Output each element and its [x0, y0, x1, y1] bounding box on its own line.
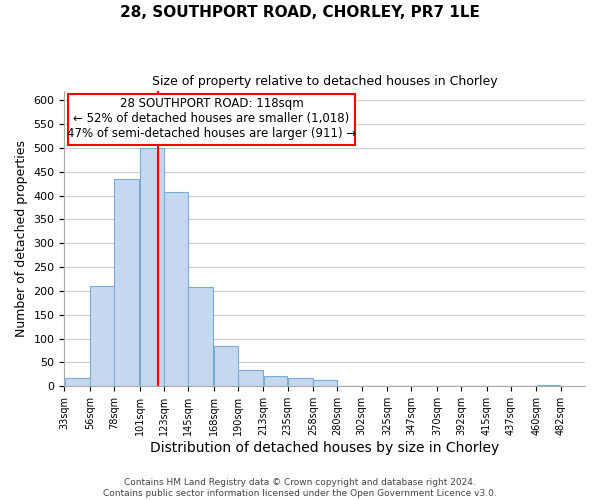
Bar: [68, 94, 355, 146]
Bar: [164, 192, 188, 386]
Text: 28 SOUTHPORT ROAD: 118sqm
← 52% of detached houses are smaller (1,018)
47% of se: 28 SOUTHPORT ROAD: 118sqm ← 52% of detac…: [67, 97, 356, 140]
Bar: [90, 286, 114, 386]
Bar: [65, 378, 89, 386]
Bar: [238, 370, 263, 386]
Text: 28, SOUTHPORT ROAD, CHORLEY, PR7 1LE: 28, SOUTHPORT ROAD, CHORLEY, PR7 1LE: [120, 5, 480, 20]
Title: Size of property relative to detached houses in Chorley: Size of property relative to detached ho…: [152, 75, 497, 88]
Bar: [288, 378, 313, 386]
Bar: [115, 179, 139, 386]
Text: Contains HM Land Registry data © Crown copyright and database right 2024.
Contai: Contains HM Land Registry data © Crown c…: [103, 478, 497, 498]
Y-axis label: Number of detached properties: Number of detached properties: [15, 140, 28, 337]
X-axis label: Distribution of detached houses by size in Chorley: Distribution of detached houses by size …: [150, 441, 499, 455]
Bar: [214, 346, 238, 387]
Bar: [188, 286, 214, 386]
Bar: [140, 148, 164, 386]
Bar: [313, 380, 337, 386]
Bar: [536, 385, 560, 386]
Bar: [263, 376, 287, 386]
